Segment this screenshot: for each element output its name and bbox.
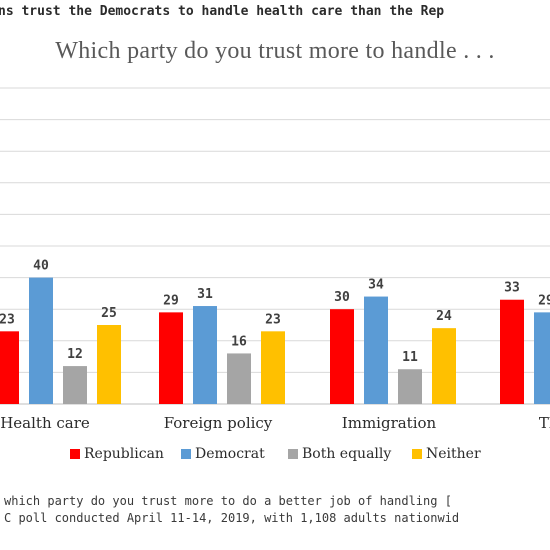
category-label: Foreign policy bbox=[164, 414, 273, 432]
bar-republican bbox=[500, 299, 524, 404]
value-label: 16 bbox=[231, 334, 247, 349]
value-label: 29 bbox=[163, 293, 179, 308]
legend-swatch bbox=[181, 449, 191, 459]
legend-swatch bbox=[412, 449, 422, 459]
legend-label: Both equally bbox=[302, 446, 391, 462]
bar-neither bbox=[97, 325, 121, 404]
category-label: Immigration bbox=[342, 414, 437, 432]
category-label: Health care bbox=[0, 414, 90, 432]
bar-republican bbox=[330, 309, 354, 404]
bar-democrat bbox=[364, 296, 388, 404]
legend-swatch bbox=[288, 449, 298, 459]
value-label: 40 bbox=[33, 259, 49, 274]
legend-label: Neither bbox=[426, 446, 481, 462]
legend-swatch bbox=[70, 449, 80, 459]
bar-republican bbox=[0, 331, 19, 404]
bar-both-equally bbox=[227, 353, 251, 404]
legend-label: Republican bbox=[84, 446, 164, 462]
bar-neither bbox=[261, 331, 285, 404]
bar-both-equally bbox=[398, 369, 422, 404]
bar-democrat bbox=[534, 312, 550, 404]
value-label: 24 bbox=[436, 309, 452, 324]
bar-both-equally bbox=[63, 366, 87, 404]
value-label: 11 bbox=[402, 350, 418, 365]
headline: ns trust the Democrats to handle health … bbox=[0, 4, 445, 19]
category-labels: Health care Foreign policy Immigration The … bbox=[0, 414, 550, 432]
value-label: 34 bbox=[368, 278, 384, 293]
bar-democrat bbox=[193, 306, 217, 404]
legend: Republican Democrat Both equally Neither bbox=[70, 446, 481, 462]
value-label: 12 bbox=[67, 347, 83, 362]
value-label: 31 bbox=[197, 287, 213, 302]
value-labels: 23 40 12 25 29 31 16 23 30 34 11 24 33 29 bbox=[0, 259, 550, 366]
bar-republican bbox=[159, 312, 183, 404]
value-label: 30 bbox=[334, 290, 350, 305]
category-label: The e bbox=[539, 414, 550, 432]
value-label: 29 bbox=[538, 293, 550, 308]
value-label: 23 bbox=[0, 312, 15, 327]
value-label: 33 bbox=[504, 281, 520, 296]
legend-label: Democrat bbox=[195, 446, 265, 462]
value-label: 23 bbox=[265, 312, 281, 327]
bar-neither bbox=[432, 328, 456, 404]
bars bbox=[0, 277, 550, 404]
footnote-source: C poll conducted April 11-14, 2019, with… bbox=[4, 511, 460, 525]
chart-subtitle: Which party do you trust more to handle … bbox=[55, 38, 495, 64]
footnote-question: which party do you trust more to do a be… bbox=[4, 494, 452, 508]
bar-democrat bbox=[29, 277, 53, 404]
value-label: 25 bbox=[101, 306, 117, 321]
